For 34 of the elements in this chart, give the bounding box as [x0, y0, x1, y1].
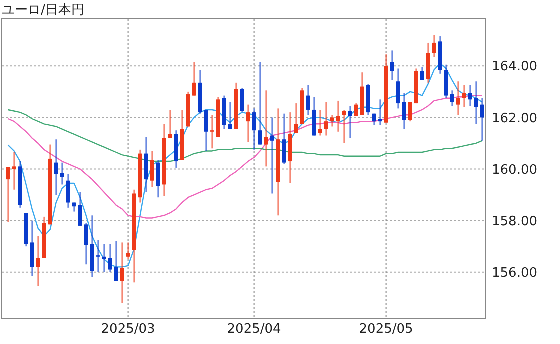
- candlestick: [156, 160, 160, 198]
- candlestick: [324, 102, 328, 136]
- candlestick: [252, 108, 256, 150]
- candlestick: [150, 150, 154, 188]
- y-tick-label: 162.00: [492, 111, 538, 126]
- candlestick: [246, 104, 250, 143]
- candlestick: [432, 34, 436, 58]
- candlestick: [348, 106, 352, 139]
- candlestick: [390, 50, 394, 81]
- candlestick: [306, 84, 310, 116]
- x-tick-label: 2025/03: [101, 322, 156, 337]
- candlestick: [282, 113, 286, 165]
- candlestick: [258, 62, 262, 146]
- candlestick: [456, 81, 460, 116]
- candlestick: [462, 84, 466, 108]
- candlestick: [294, 103, 298, 134]
- y-tick-label: 158.00: [492, 214, 538, 230]
- y-tick-label: 160.00: [492, 162, 538, 178]
- candlestick: [240, 88, 244, 114]
- candlestick: [264, 90, 268, 168]
- candlestick: [126, 242, 130, 260]
- candlestick: [420, 66, 424, 81]
- y-tick-label: 156.00: [492, 266, 538, 281]
- candlestick: [168, 109, 172, 139]
- candlestick: [318, 109, 322, 136]
- x-tick-label: 2025/05: [359, 322, 414, 337]
- candlestick: [66, 174, 70, 208]
- chart-title: ユーロ/日本円: [2, 3, 84, 18]
- candlestick: [36, 236, 40, 288]
- candlestick: [120, 242, 124, 304]
- candlestick: [342, 109, 346, 144]
- candlestick: [270, 117, 274, 194]
- x-tick-label: 2025/04: [227, 322, 282, 337]
- y-tick-label: 164.00: [492, 60, 538, 75]
